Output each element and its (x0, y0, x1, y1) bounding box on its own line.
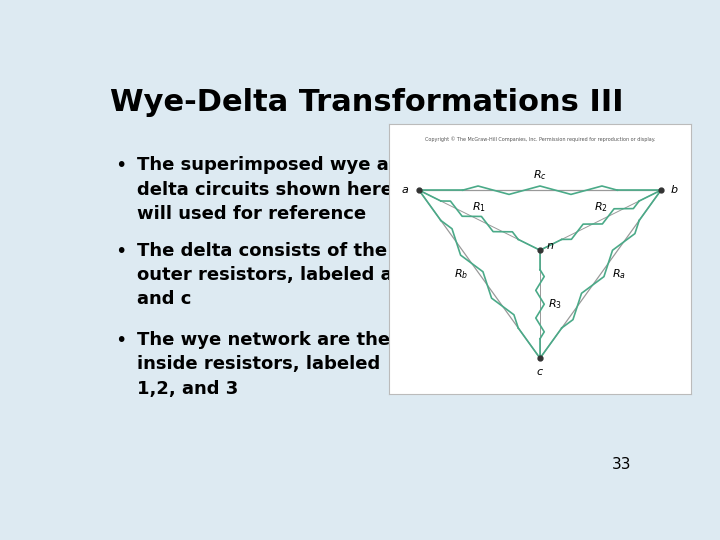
Text: $R_2$: $R_2$ (595, 200, 608, 214)
Text: Wye-Delta Transformations III: Wye-Delta Transformations III (109, 87, 623, 117)
Text: c: c (537, 367, 543, 377)
Text: $R_b$: $R_b$ (454, 268, 468, 281)
Text: The wye network are the
inside resistors, labeled
1,2, and 3: The wye network are the inside resistors… (138, 331, 390, 397)
Text: The superimposed wye and
delta circuits shown here
will used for reference: The superimposed wye and delta circuits … (138, 156, 415, 223)
Text: $R_a$: $R_a$ (612, 268, 626, 281)
Text: •: • (115, 241, 127, 260)
Text: b: b (671, 185, 678, 195)
Text: $R_c$: $R_c$ (533, 168, 547, 182)
Text: Copyright © The McGraw-Hill Companies, Inc. Permission required for reproduction: Copyright © The McGraw-Hill Companies, I… (425, 136, 655, 142)
Text: 33: 33 (612, 457, 631, 472)
Text: •: • (115, 331, 127, 350)
Text: a: a (402, 185, 409, 195)
Text: The delta consists of the
outer resistors, labeled a,b,
and c: The delta consists of the outer resistor… (138, 241, 420, 308)
Text: n: n (547, 241, 554, 251)
Text: $R_3$: $R_3$ (548, 298, 562, 311)
Text: $R_1$: $R_1$ (472, 200, 485, 214)
Text: •: • (115, 156, 127, 176)
